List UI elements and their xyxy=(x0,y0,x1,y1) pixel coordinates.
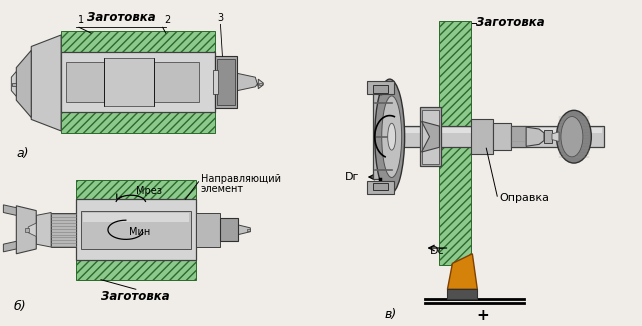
Text: 2: 2 xyxy=(164,15,171,25)
Bar xyxy=(375,126,603,147)
Bar xyxy=(471,119,493,154)
Polygon shape xyxy=(3,241,16,252)
Text: Заготовка: Заготовка xyxy=(476,16,545,29)
Bar xyxy=(218,59,236,105)
Bar xyxy=(373,183,388,190)
Bar xyxy=(104,58,153,106)
Text: 1: 1 xyxy=(78,15,84,25)
Text: +: + xyxy=(476,308,489,323)
Polygon shape xyxy=(31,35,61,131)
Polygon shape xyxy=(447,254,477,289)
Ellipse shape xyxy=(557,110,591,163)
Bar xyxy=(83,213,189,222)
Text: элемент: элемент xyxy=(200,184,244,194)
Bar xyxy=(493,123,511,150)
Text: б): б) xyxy=(13,300,26,313)
Bar xyxy=(259,83,262,85)
Bar xyxy=(81,211,191,249)
Bar xyxy=(196,213,220,247)
Text: 3: 3 xyxy=(218,12,223,22)
Bar xyxy=(544,130,552,143)
Text: Оправка: Оправка xyxy=(499,193,549,203)
Text: Заготовка: Заготовка xyxy=(101,290,170,303)
Text: Направляющий: Направляющий xyxy=(200,174,281,184)
Bar xyxy=(153,62,198,102)
Bar xyxy=(377,128,602,133)
Text: а): а) xyxy=(16,147,29,160)
Polygon shape xyxy=(258,79,263,89)
Bar xyxy=(76,199,196,260)
Bar xyxy=(422,110,440,164)
Bar xyxy=(367,181,394,194)
Bar xyxy=(367,81,394,95)
Bar xyxy=(247,229,250,231)
Text: в): в) xyxy=(385,308,397,321)
Text: Mин: Mин xyxy=(129,227,150,237)
Bar xyxy=(66,62,104,102)
Bar xyxy=(220,218,238,241)
Bar xyxy=(420,107,442,167)
Bar xyxy=(214,69,218,95)
Bar xyxy=(373,93,388,179)
Polygon shape xyxy=(238,73,258,91)
Polygon shape xyxy=(526,127,544,146)
Bar xyxy=(76,259,196,280)
Bar xyxy=(61,31,216,54)
Bar xyxy=(76,180,196,201)
Bar xyxy=(51,213,76,247)
Text: Заготовка: Заготовка xyxy=(87,11,155,24)
Text: Dг: Dг xyxy=(345,172,360,182)
Polygon shape xyxy=(16,50,31,117)
Bar xyxy=(61,110,216,133)
Ellipse shape xyxy=(375,79,404,194)
Polygon shape xyxy=(12,71,16,96)
Text: Dс: Dс xyxy=(429,246,444,256)
Bar xyxy=(511,126,526,147)
Polygon shape xyxy=(447,289,477,299)
Text: Mрез: Mрез xyxy=(136,186,162,196)
Polygon shape xyxy=(552,132,559,141)
Bar xyxy=(216,56,238,108)
Polygon shape xyxy=(422,121,440,152)
Polygon shape xyxy=(238,225,250,235)
Ellipse shape xyxy=(388,123,395,150)
Ellipse shape xyxy=(561,117,583,157)
Bar xyxy=(25,228,30,232)
Ellipse shape xyxy=(382,96,402,177)
Bar xyxy=(61,52,216,112)
Bar xyxy=(373,85,388,93)
Polygon shape xyxy=(16,206,36,254)
Bar xyxy=(12,83,16,86)
Polygon shape xyxy=(36,213,51,247)
Bar xyxy=(440,21,471,265)
Polygon shape xyxy=(28,223,36,236)
Polygon shape xyxy=(3,205,16,215)
